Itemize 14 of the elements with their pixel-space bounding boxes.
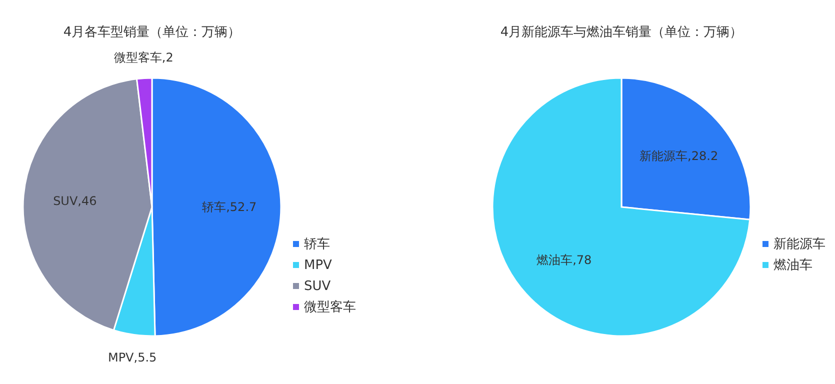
legend-label: 燃油车: [774, 258, 812, 273]
data-label: 新能源车,28.2: [640, 149, 718, 164]
data-label: 微型客车,2: [114, 50, 174, 64]
chart-title: 4月新能源车与燃油车销量（单位：万辆）: [500, 25, 743, 40]
legend-label: 轿车: [304, 237, 330, 252]
data-label: MPV,5.5: [108, 350, 157, 365]
data-label: 燃油车,78: [536, 252, 592, 267]
data-label: SUV,46: [53, 194, 97, 208]
legend-label: SUV: [304, 279, 331, 294]
legend-label: MPV: [304, 258, 332, 273]
legend-label: 新能源车: [774, 237, 826, 252]
legend-label: 微型客车: [304, 299, 356, 315]
chart-title: 4月各车型销量（单位：万辆）: [63, 25, 241, 40]
data-label: 轿车,52.7: [202, 200, 257, 214]
